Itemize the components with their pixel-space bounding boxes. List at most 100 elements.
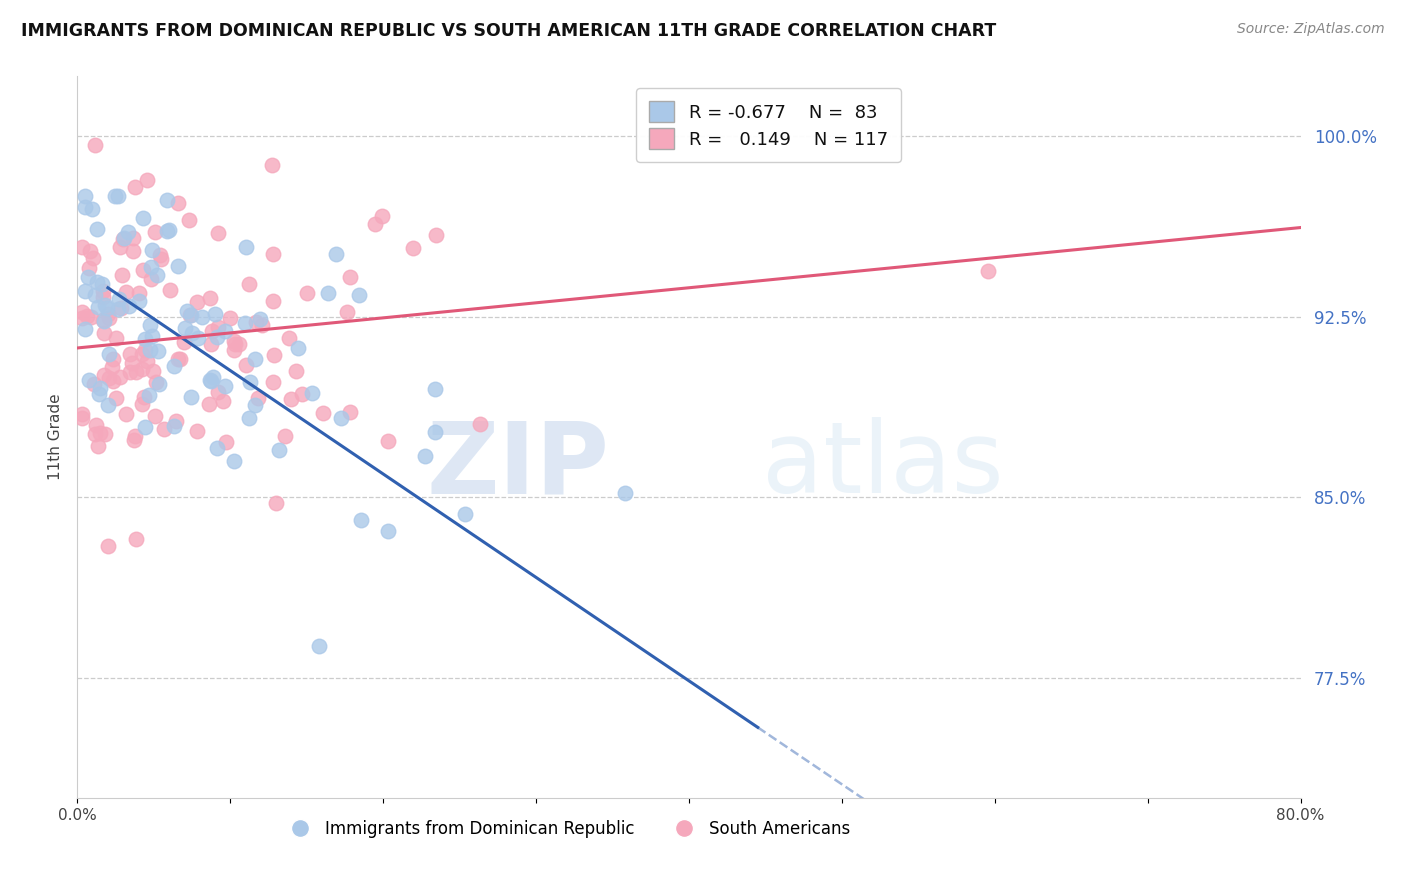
Point [245, 315, 267, 329]
Point [186, 424, 208, 438]
Point [146, 268, 169, 282]
Point [364, 217, 387, 231]
Point [105, 331, 128, 345]
Point [415, 449, 437, 463]
Point [72, 304, 94, 318]
Text: ZIP: ZIP [426, 417, 609, 515]
Point [198, 374, 221, 388]
Point [207, 385, 229, 400]
Point [218, 311, 240, 326]
Point [224, 337, 246, 351]
Point [77, 270, 100, 285]
Point [97, 399, 120, 413]
Point [308, 639, 330, 653]
Point [148, 344, 170, 359]
Point [976, 264, 998, 278]
Point [93, 314, 115, 328]
Point [117, 225, 139, 239]
Point [212, 394, 235, 409]
Point [167, 196, 190, 211]
Point [93, 298, 115, 312]
Point [198, 397, 221, 411]
Point [174, 321, 197, 335]
Point [70, 310, 93, 325]
Point [97, 307, 120, 321]
Point [274, 429, 297, 443]
Point [179, 308, 201, 322]
Point [347, 288, 370, 302]
Point [98, 347, 121, 361]
Point [143, 409, 166, 423]
Point [235, 358, 257, 372]
Point [98, 311, 121, 326]
Point [114, 407, 136, 421]
Point [121, 356, 143, 370]
Point [198, 291, 221, 305]
Point [73, 322, 96, 336]
Point [73, 201, 96, 215]
Point [98, 371, 121, 385]
Point [287, 341, 309, 355]
Point [163, 419, 186, 434]
Point [141, 329, 163, 343]
Point [425, 227, 447, 242]
Point [91, 285, 114, 299]
Point [89, 426, 111, 441]
Point [252, 318, 274, 332]
Text: Source: ZipAtlas.com: Source: ZipAtlas.com [1237, 22, 1385, 37]
Point [91, 313, 114, 327]
Point [180, 391, 202, 405]
Point [124, 428, 146, 442]
Point [339, 270, 361, 285]
Point [110, 240, 132, 254]
Point [83, 288, 105, 302]
Point [125, 533, 148, 547]
Point [80, 202, 103, 217]
Point [228, 336, 250, 351]
Point [73, 285, 96, 299]
Point [132, 390, 155, 404]
Point [83, 377, 105, 392]
Point [401, 241, 423, 255]
Point [249, 312, 271, 326]
Point [118, 299, 141, 313]
Point [214, 378, 236, 392]
Point [156, 224, 179, 238]
Point [101, 360, 124, 375]
Point [134, 343, 156, 357]
Point [239, 375, 262, 389]
Point [97, 539, 120, 553]
Point [73, 189, 96, 203]
Point [145, 375, 167, 389]
Point [149, 247, 172, 261]
Point [70, 240, 93, 254]
Point [201, 324, 224, 338]
Point [135, 354, 157, 368]
Point [93, 326, 115, 340]
Point [87, 387, 110, 401]
Point [163, 359, 186, 373]
Point [108, 370, 131, 384]
Point [108, 292, 131, 306]
Point [128, 293, 150, 308]
Point [180, 308, 202, 322]
Point [107, 189, 129, 203]
Point [103, 375, 125, 389]
Point [89, 380, 111, 394]
Point [200, 374, 222, 388]
Point [222, 343, 245, 357]
Point [214, 324, 236, 338]
Point [191, 310, 214, 324]
Point [149, 252, 172, 266]
Point [86, 439, 108, 453]
Point [84, 137, 107, 152]
Point [122, 244, 145, 259]
Point [131, 263, 153, 277]
Point [207, 227, 229, 241]
Point [86, 418, 108, 433]
Point [238, 411, 260, 425]
Point [262, 247, 284, 261]
Point [470, 417, 492, 431]
Point [205, 441, 228, 455]
Point [110, 301, 132, 316]
